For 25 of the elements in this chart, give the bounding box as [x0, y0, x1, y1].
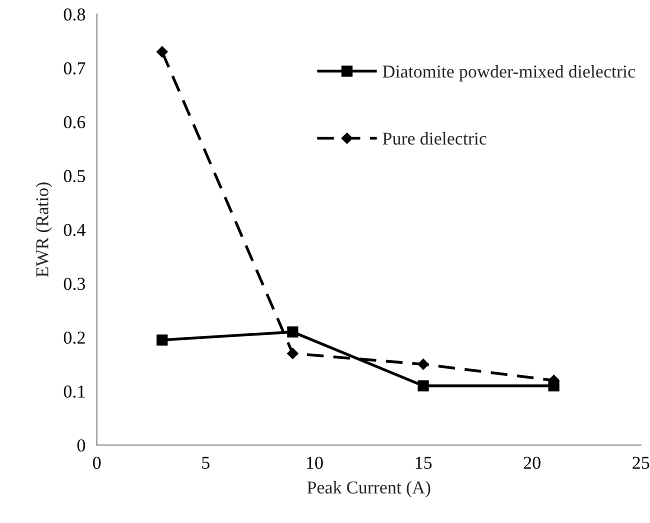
y-tick-label: 0.5	[64, 170, 86, 182]
point	[156, 46, 168, 58]
x-axis-title: Peak Current (A)	[307, 480, 430, 498]
y-tick-label: 0.1	[64, 385, 85, 398]
legend-label: Diatomite powder-mixed dielectric	[382, 64, 635, 82]
y-tick-label: 0.4	[64, 224, 86, 236]
x-tick-label: 0	[93, 456, 101, 469]
x-tick-label: 25	[632, 456, 650, 469]
y-tick-label: 0	[77, 439, 86, 452]
point	[156, 334, 168, 346]
point	[418, 380, 429, 392]
y-tick-label: 0.6	[64, 116, 86, 128]
point	[418, 358, 429, 370]
y-axis-title: EWR (Ratio)	[36, 182, 52, 277]
y-tick-label: 0.7	[64, 62, 86, 75]
y-tick-label: 0.3	[64, 278, 86, 290]
point	[287, 326, 298, 338]
legend-label: Pure dielectric	[382, 132, 486, 145]
x-tick-label: 5	[202, 456, 210, 469]
x-tick-label: 15	[416, 456, 432, 469]
x-tick-label: 10	[307, 456, 323, 469]
x-tick-label: 20	[524, 456, 540, 469]
y-tick-label: 0.8	[64, 8, 86, 21]
y-tick-label: 0.2	[64, 332, 85, 344]
point	[287, 348, 298, 360]
